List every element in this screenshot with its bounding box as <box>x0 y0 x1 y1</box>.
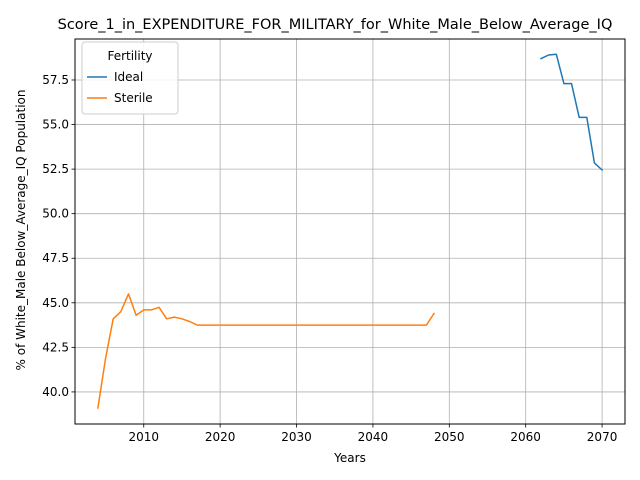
x-axis-label: Years <box>333 451 366 465</box>
series-line-sterile <box>97 293 436 409</box>
y-tick-label: 45.0 <box>42 296 69 310</box>
x-tick-label: 2010 <box>128 430 159 444</box>
y-tick-label: 57.5 <box>42 73 69 87</box>
x-tick-label: 2040 <box>358 430 389 444</box>
axes-frame <box>74 38 626 425</box>
legend-label-ideal: Ideal <box>114 70 143 84</box>
y-tick-label: 55.0 <box>42 118 69 132</box>
y-tick-label: 40.0 <box>42 385 69 399</box>
y-tick-label: 47.5 <box>42 251 69 265</box>
legend-title: Fertility <box>107 49 152 63</box>
y-tick-label: 42.5 <box>42 340 69 354</box>
x-tick-label: 2050 <box>434 430 465 444</box>
y-tick-label: 50.0 <box>42 207 69 221</box>
legend-box <box>81 41 179 115</box>
series-lines <box>97 53 604 409</box>
x-tick-label: 2020 <box>205 430 236 444</box>
y-axis-label: % of White_Male Below_Average_IQ Populat… <box>14 90 28 371</box>
grid <box>75 39 625 424</box>
legend: Fertility Ideal Sterile <box>81 41 179 115</box>
series-line-ideal <box>540 53 604 172</box>
x-tick-label: 2070 <box>587 430 618 444</box>
chart-title: Score_1_in_EXPENDITURE_FOR_MILITARY_for_… <box>58 17 613 33</box>
x-tick-label: 2060 <box>510 430 541 444</box>
y-tick-label: 52.5 <box>42 162 69 176</box>
ticks: 2010 2020 2030 2040 2050 2060 2070 40.0 42.5 45.0… <box>42 73 617 444</box>
legend-label-sterile: Sterile <box>114 91 153 105</box>
x-tick-label: 2030 <box>281 430 312 444</box>
